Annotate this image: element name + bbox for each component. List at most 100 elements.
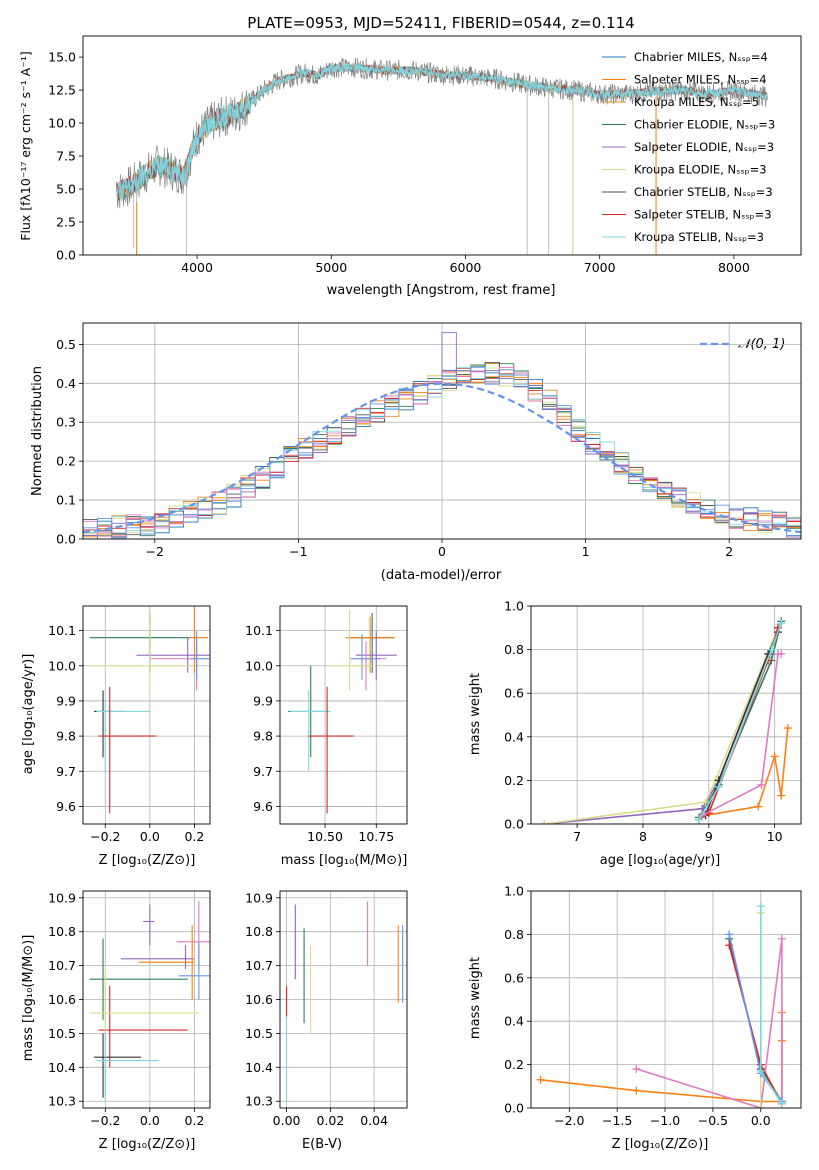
age-weight-frame [530,605,802,825]
ebv-mass-ytick-label: 10.4 [245,1060,273,1075]
spectrum-legend: Chabrier MILES, Nₛₛₚ=4 Salpeter MILES, Nₛ… [602,50,775,244]
weight-series-line [698,621,782,818]
z-weight-ytick-label: 0.8 [504,927,524,942]
z-weight-ylabel: mass weight [468,957,483,1039]
weight-point-marker [777,934,786,943]
z-mass-ytick-label: 10.8 [48,924,76,939]
residual-histogram-step [441,332,457,384]
z-age-ylabel: age [log₁₀(age/yr)] [21,654,36,775]
spectrum-xlabel: wavelength [Angstrom, rest frame] [327,283,556,298]
legend-label: Kroupa STELIB, Nₛₛₚ=3 [634,230,764,244]
weight-point-marker [777,791,786,800]
age-weight-ytick-label: 0.0 [504,817,524,832]
z-weight-ytick-label: 0.0 [504,1101,524,1116]
weight-point-marker [777,1099,786,1108]
z-age-ytick-label: 10.0 [48,658,76,673]
z-mass-ytick-label: 10.9 [48,890,76,905]
weight-point-marker [694,815,703,824]
z-age-xtick-label: 0.0 [140,829,160,844]
age-weight-ytick-label: 0.8 [504,642,524,657]
legend-label: Salpeter MILES, Nₛₛₚ=4 [634,73,767,87]
residuals-panel: (data-model)/error Normed distribution 𝒩… [30,322,802,583]
age-weight-xtick-label: 9 [705,829,713,844]
z-weight-lines [536,902,786,1108]
ebv-mass-panel: E(B-V) 0.00 0.02 0.04 10.3 10.4 10.5 10.6 10.7 1… [245,890,408,1152]
z-weight-xtick-label: −0.5 [698,1113,728,1128]
residuals-xtick-label: 1 [582,544,590,559]
residuals-frame [82,322,802,540]
mass-age-xlabel: mass [log₁₀(M/M⊙)] [281,853,408,868]
z-weight-ytick-label: 0.2 [504,1057,524,1072]
weight-point-marker [632,1086,641,1095]
age-weight-xtick-label: 7 [573,829,581,844]
z-mass-crosses [89,901,210,1102]
ebv-mass-xtick-label: 0.04 [360,1113,388,1128]
weight-series-line [636,938,783,1108]
z-weight-xtick-label: −1.5 [602,1113,632,1128]
z-age-frame [82,605,211,825]
ebv-mass-ytick-label: 10.5 [245,1026,273,1041]
legend-label: Kroupa ELODIE, Nₛₛₚ=3 [634,163,767,177]
z-age-ytick-label: 9.9 [56,693,76,708]
mass-age-xtick-label: 10.75 [358,829,394,844]
z-age-ytick-label: 9.6 [56,799,76,814]
normal-reference-curve [83,382,801,534]
z-weight-ytick-label: 0.6 [504,970,524,985]
z-age-xtick-label: 0.2 [184,829,204,844]
weight-series-line [540,1012,783,1103]
weight-point-marker [777,619,786,628]
ebv-mass-xtick-label: 0.02 [316,1113,344,1128]
age-weight-ytick-label: 0.2 [504,773,524,788]
ebv-mass-ytick-label: 10.8 [245,924,273,939]
age-weight-panel: age [log₁₀(age/yr)] mass weight 7 8 9 10 0.0… [468,599,802,868]
spectrum-ytick-label: 10.0 [48,116,76,131]
spectrum-ytick-label: 7.5 [56,149,76,164]
age-weight-lines [540,617,792,824]
z-weight-panel: Z [log₁₀(Z/Z⊙)] mass weight −2.0 −1.5 −1.0… [468,884,802,1152]
legend-label: Chabrier MILES, Nₛₛₚ=4 [634,50,768,64]
mass-age-crosses [288,609,397,814]
spectrum-xtick-label: 8000 [718,260,750,275]
legend-label: Salpeter ELODIE, Nₛₛₚ=3 [634,140,774,154]
spectrum-xtick-label: 6000 [450,260,482,275]
z-weight-xlabel: Z [log₁₀(Z/Z⊙)] [612,1137,709,1152]
legend-label: Salpeter STELIB, Nₛₛₚ=3 [634,208,772,222]
mass-age-panel: mass [log₁₀(M/M⊙)] 10.50 10.75 9.6 9.7 9.8 9.… [245,605,408,868]
weight-point-marker [757,780,766,789]
weight-point-marker [756,1104,765,1108]
z-mass-xlabel: Z [log₁₀(Z/Z⊙)] [99,1137,196,1152]
ebv-mass-frame [279,890,408,1109]
ebv-mass-ytick-label: 10.7 [245,958,273,973]
weight-point-marker [754,802,763,811]
mass-age-ytick-label: 9.9 [253,693,273,708]
legend-label: Chabrier STELIB, Nₛₛₚ=3 [634,185,773,199]
spectrum-frame [82,35,802,256]
residuals-xtick-label: −2 [146,544,164,559]
weight-point-marker [540,820,549,824]
spectrum-xtick-label: 7000 [584,260,616,275]
age-weight-xlabel: age [log₁₀(age/yr)] [600,853,721,868]
z-weight-ytick-label: 1.0 [504,884,524,899]
ebv-mass-ytick-label: 10.3 [245,1094,273,1109]
residuals-xlabel: (data-model)/error [381,568,502,583]
mass-age-ytick-label: 9.6 [253,799,273,814]
age-weight-ytick-label: 0.6 [504,686,524,701]
spectrum-title: PLATE=0953, MJD=52411, FIBERID=0544, z=0… [247,14,634,32]
weight-point-marker [714,782,723,791]
z-age-ytick-label: 9.7 [56,764,76,779]
weight-point-marker [536,1075,545,1084]
weight-series-line [705,728,789,817]
z-mass-ytick-label: 10.3 [48,1094,76,1109]
model-spectrum-line [116,62,768,202]
z-mass-xtick-label: 0.2 [184,1113,204,1128]
weight-series-line [728,938,783,1102]
weight-point-marker [767,645,776,654]
spectrum-ytick-label: 15.0 [48,50,76,65]
z-weight-xtick-label: −1.0 [650,1113,680,1128]
weight-point-marker [701,798,710,807]
z-age-ytick-label: 9.8 [56,729,76,744]
age-weight-xtick-label: 10 [767,829,783,844]
z-age-crosses [89,606,210,814]
mass-age-ytick-label: 10.1 [245,623,273,638]
spectrum-xtick-label: 5000 [315,260,347,275]
